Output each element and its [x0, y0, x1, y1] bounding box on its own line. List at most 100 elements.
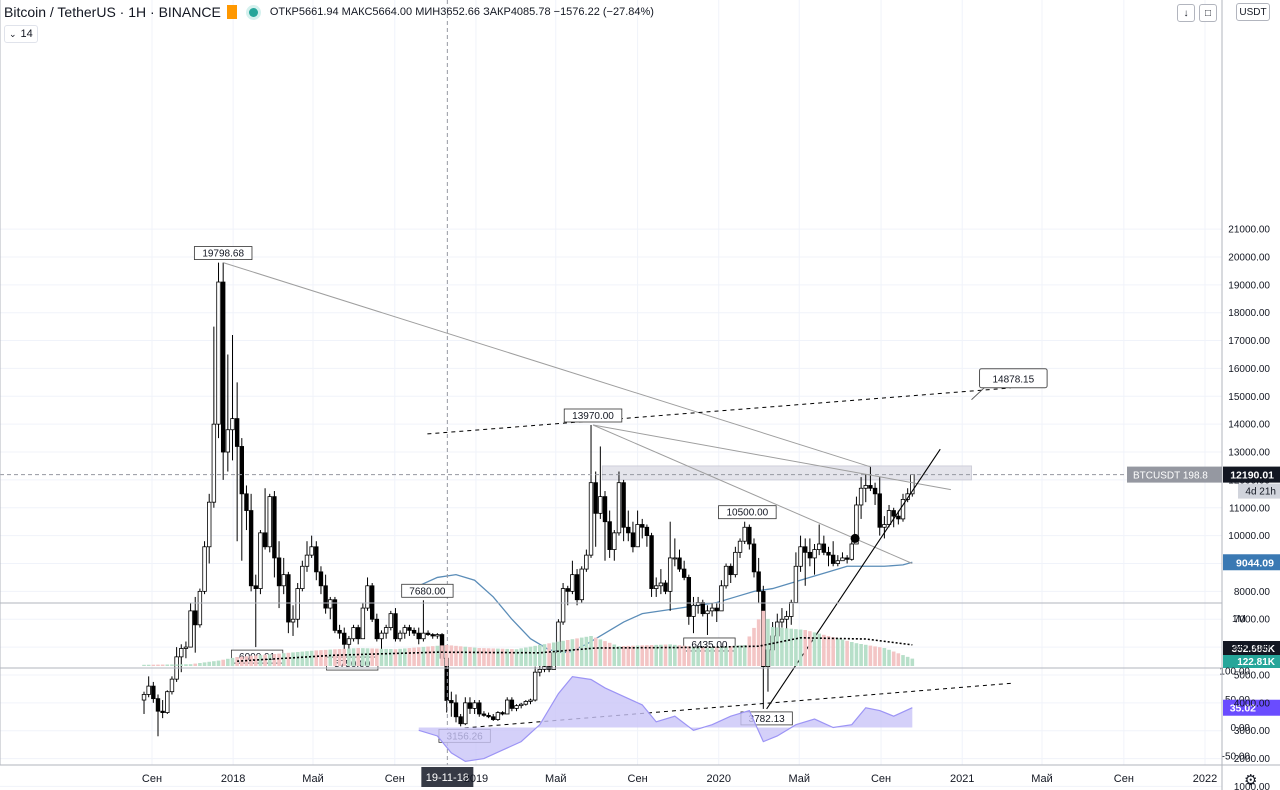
flag-icon[interactable]	[226, 5, 237, 19]
candle	[197, 588, 203, 628]
candle-body	[584, 554, 589, 570]
candle-body	[393, 613, 398, 640]
candle-body	[244, 493, 249, 511]
candle-body	[877, 493, 882, 528]
candle	[183, 641, 189, 659]
volume-bar	[351, 648, 356, 666]
annotation-text: 13970.00	[572, 411, 614, 422]
candle-body	[532, 671, 538, 701]
candle	[281, 557, 286, 595]
candle-body	[588, 482, 594, 556]
candle	[407, 624, 412, 636]
candle	[258, 530, 263, 595]
candle	[304, 541, 310, 572]
candle-body	[514, 705, 519, 709]
price-tick-label: 1000.00	[1234, 782, 1271, 790]
annotation-box	[401, 583, 454, 598]
volume-bar	[426, 646, 430, 666]
candle-body	[491, 716, 496, 720]
candle-body	[844, 557, 850, 560]
volume-last-tag-text: 122.81K	[1237, 657, 1276, 668]
volume-bar	[333, 649, 337, 666]
candle	[560, 583, 566, 625]
candle-body	[835, 560, 841, 564]
candle	[677, 549, 682, 572]
volume-bar	[314, 650, 319, 666]
candle	[602, 491, 608, 561]
scroll-down-icon[interactable]: ↓	[1177, 4, 1195, 22]
volume-bar	[775, 627, 780, 666]
symbol-title[interactable]: Bitcoin / TetherUS · 1H · BINANCE	[4, 4, 221, 20]
candle	[756, 557, 761, 603]
candle-body	[505, 699, 510, 715]
candle	[383, 624, 389, 639]
candle	[411, 627, 417, 636]
volume-bar	[305, 651, 309, 666]
volume-bar	[160, 664, 165, 666]
candle	[779, 608, 785, 628]
time-tick-label: Май	[1031, 773, 1053, 785]
candle	[472, 700, 477, 714]
candle-body	[416, 632, 421, 640]
candle	[751, 538, 757, 578]
volume-ma-tag	[1223, 641, 1280, 655]
currency-button[interactable]: USDT	[1236, 3, 1270, 21]
candle-body	[737, 540, 743, 553]
indicator-collapse-toggle[interactable]: ⌄ 14	[4, 25, 38, 43]
oscillator-tick-label: -50.00	[1222, 751, 1251, 762]
candle	[882, 516, 887, 539]
candle	[723, 563, 729, 589]
volume-bar	[184, 664, 188, 666]
candle-body	[207, 501, 212, 548]
price-tick-label: 18000.00	[1228, 308, 1270, 319]
candle-body	[276, 557, 282, 587]
volume-bar	[179, 664, 184, 666]
volume-bar	[454, 645, 458, 666]
candle	[216, 262, 221, 439]
volume-bar	[486, 648, 491, 666]
candle-body	[295, 588, 300, 620]
volume-bar	[253, 655, 258, 666]
candle	[337, 624, 342, 639]
candle	[695, 596, 701, 614]
candle	[188, 602, 193, 648]
candle	[481, 711, 487, 717]
price-tick-label: 8000.00	[1234, 587, 1271, 598]
volume-bar	[794, 629, 798, 666]
candle	[253, 574, 258, 648]
volume-bar	[500, 648, 505, 666]
volume-bar	[742, 645, 747, 666]
volume-bar	[905, 656, 910, 666]
candle	[821, 535, 827, 556]
candle-body	[803, 546, 808, 553]
candle-body	[640, 524, 645, 528]
chart-grid	[0, 0, 1222, 787]
candle-body	[807, 551, 813, 559]
candle-body	[337, 629, 342, 634]
candle	[397, 630, 403, 642]
candle	[868, 466, 873, 492]
volume-bar	[174, 664, 179, 666]
volume-bar	[328, 649, 333, 666]
marker-dot	[850, 533, 860, 543]
volume-bar	[612, 644, 617, 666]
candle	[598, 446, 603, 519]
volume-bar	[561, 640, 565, 666]
settings-gear-icon[interactable]: ⚙	[1244, 772, 1258, 789]
trend-line	[592, 424, 913, 564]
time-tick-label: 2021	[950, 773, 974, 785]
candle	[714, 602, 719, 623]
candle-body	[253, 585, 258, 589]
time-tick-label: Май	[545, 773, 567, 785]
volume-bar	[221, 659, 225, 666]
maximize-icon[interactable]: □	[1199, 4, 1217, 22]
candle-body	[649, 535, 654, 589]
candle	[584, 549, 589, 572]
candle-body	[830, 554, 836, 564]
volume-bar	[281, 653, 286, 666]
candle	[807, 538, 813, 567]
volume-bar	[393, 649, 398, 666]
candle	[374, 613, 380, 642]
candle-body	[849, 543, 854, 560]
